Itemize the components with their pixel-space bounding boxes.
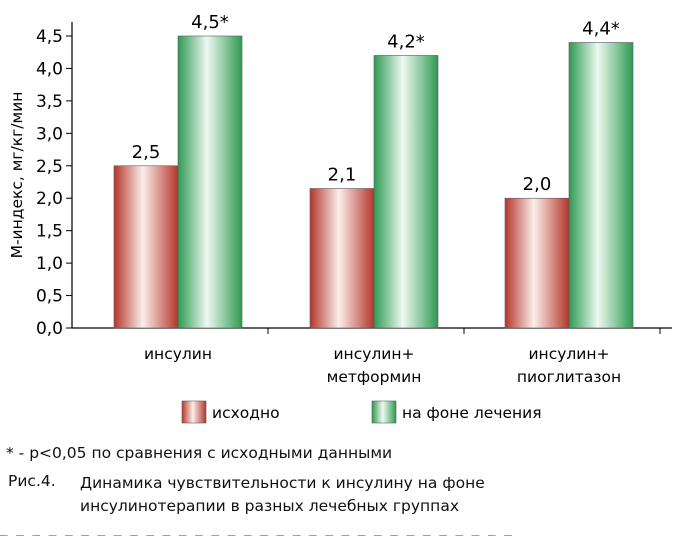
bar-chart: 0,0 0,5 1,0 1,5 2,0 2,5 3,0 3,5 4,0 4,5 M-индекс, …	[8, 12, 672, 424]
cut-off-text: _ _ _ _ _ _ _ _ _ _ _ _ _ _ _ _ _ _ _ _ …	[0, 529, 684, 536]
y-tick-label: 4,0	[36, 59, 63, 79]
footnote: * - p<0,05 по сравнения с исходными данн…	[6, 444, 393, 462]
bar	[568, 42, 634, 329]
bar	[177, 35, 243, 329]
data-labels: 2,5 2,1 2,0 4,5* 4,2* 4,4*	[132, 12, 620, 195]
y-tick-label: 0,0	[36, 319, 63, 339]
y-tick-label: 1,0	[36, 254, 63, 274]
data-label: 4,5*	[191, 12, 229, 33]
axes: 0,0 0,5 1,0 1,5 2,0 2,5 3,0 3,5 4,0 4,5 M-индекс, …	[8, 22, 672, 339]
category-label: метформин	[327, 368, 422, 386]
legend-swatch	[181, 400, 207, 424]
y-axis-title: M-индекс, мг/кг/мин	[8, 92, 26, 259]
caption-line: инсулинотерапии в разных лечебных группа…	[80, 497, 459, 515]
legend-label: исходно	[212, 404, 280, 422]
figure-caption: Динамика чувствительности к инсулину на …	[80, 472, 550, 518]
y-tick-label: 1,5	[36, 222, 63, 242]
category-labels: инсулин инсулин+ метформин инсулин+ пиоглита…	[144, 345, 621, 386]
bar	[309, 188, 375, 329]
category-label: инсулин	[144, 345, 212, 363]
bar	[113, 165, 179, 329]
bars	[113, 35, 634, 329]
legend-swatch	[371, 400, 397, 424]
legend: исходно на фоне лечения	[181, 400, 542, 424]
figure-label: Рис.4.	[8, 472, 56, 490]
y-tick-label: 0,5	[36, 287, 63, 307]
y-tick-label: 3,0	[36, 124, 63, 144]
data-label: 4,2*	[387, 31, 425, 52]
y-tick-label: 2,0	[36, 189, 63, 209]
data-label: 4,4*	[582, 18, 620, 39]
category-label: инсулин+	[333, 345, 414, 363]
category-label: инсулин+	[528, 345, 609, 363]
data-label: 2,0	[523, 174, 552, 195]
bar	[373, 55, 439, 329]
y-tick-label: 3,5	[36, 92, 63, 112]
y-tick-label: 2,5	[36, 157, 63, 177]
y-tick-label: 4,5	[36, 27, 63, 47]
category-label: пиоглитазон	[517, 368, 621, 386]
legend-label: на фоне лечения	[402, 404, 542, 422]
data-label: 2,1	[328, 164, 357, 185]
bar	[504, 197, 570, 329]
caption-line: Динамика чувствительности к инсулину на …	[80, 474, 485, 492]
data-label: 2,5	[132, 142, 161, 163]
